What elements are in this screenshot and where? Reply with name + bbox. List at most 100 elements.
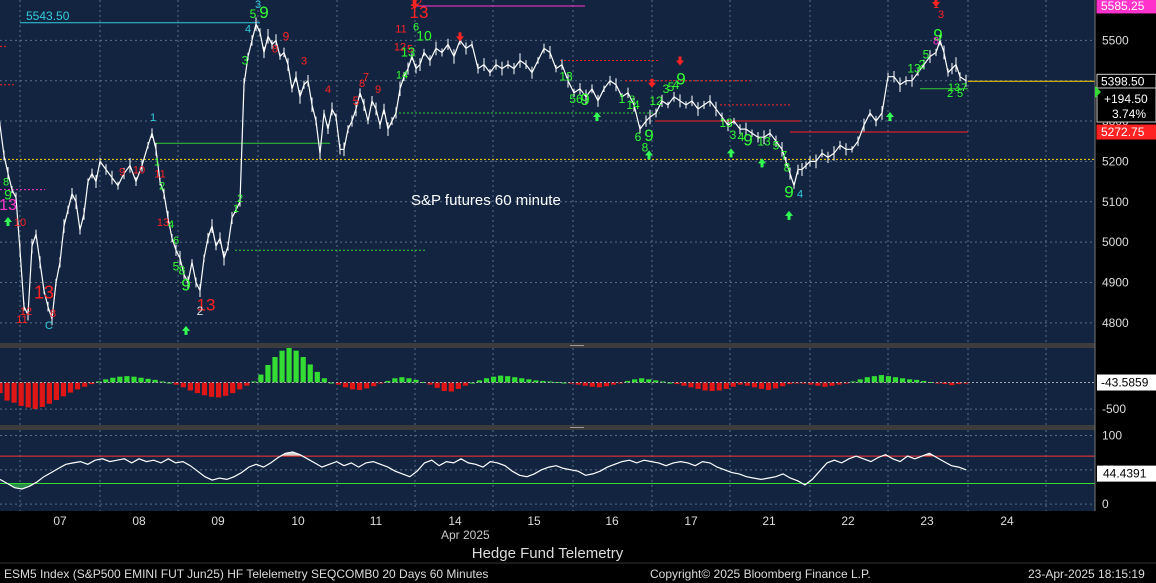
hist-bar (39, 382, 45, 407)
setup-count: 9 (119, 167, 125, 179)
hist-bar (448, 382, 454, 392)
setup-count: 13 (719, 116, 733, 130)
hist-bar (300, 357, 306, 383)
price-tag-box (1096, 0, 1156, 14)
setup-count: 3 (730, 128, 737, 142)
hist-bar (878, 375, 884, 383)
x-tick-label: 23 (920, 514, 934, 528)
footer-title: Hedge Fund Telemetry (471, 545, 624, 562)
hist-bar (371, 382, 377, 387)
hist-bar (914, 379, 920, 383)
panel-separator (0, 343, 1095, 348)
hist-bar (758, 382, 765, 389)
hist-bar (18, 382, 24, 406)
setup-count: 3 (255, 0, 261, 11)
hist-bar (462, 382, 468, 386)
y-tick-label: 5500 (1102, 33, 1129, 47)
setup-count: 10 (416, 27, 432, 43)
x-tick-label: 10 (291, 514, 305, 528)
hist-bar (603, 382, 609, 387)
setup-count: 4 (168, 219, 174, 231)
hist-bar (307, 364, 313, 383)
x-tick-label: 07 (53, 514, 67, 528)
hist-bar (455, 382, 461, 389)
setup-count: 10 (133, 165, 145, 177)
setup-count: 3 (663, 82, 670, 96)
hist-bar (293, 350, 299, 383)
hist-bar (96, 381, 102, 383)
signal-arrow-up (886, 112, 894, 122)
setup-count: 5 (173, 259, 180, 273)
setup-count: 8 (50, 308, 56, 320)
setup-count: 6 (413, 21, 419, 33)
setup-count: 13 (907, 62, 921, 76)
setup-count: 4 (738, 130, 745, 144)
hist-bar (406, 378, 412, 383)
setup-count: 7 (961, 82, 967, 94)
setup-count: 4 (797, 189, 803, 201)
setup-count: 7 (781, 148, 788, 162)
setup-count: 4 (673, 78, 680, 92)
setup-count: 8 (642, 140, 649, 154)
setup-count: 9 (283, 29, 290, 43)
hist-bar (871, 376, 877, 383)
hist-bar (660, 381, 666, 383)
signal-arrow-up (645, 150, 653, 160)
hist-bar (25, 382, 31, 408)
setup-count: 8 (3, 177, 9, 189)
setup-count: 8 (272, 43, 278, 55)
hist-bar (801, 382, 807, 384)
x-tick-label: 17 (684, 514, 698, 528)
y-tick-label: 5200 (1102, 154, 1129, 168)
signal-arrow-down (411, 0, 419, 10)
hist-bar (110, 377, 116, 383)
x-month-label: Apr 2025 (441, 528, 490, 542)
hist-bar (237, 382, 243, 390)
y-tick-label: 4900 (1102, 275, 1129, 289)
setup-count: 10 (14, 217, 26, 229)
price-series (0, 17, 967, 326)
setup-count: 8 (933, 35, 939, 47)
hist-bar (272, 357, 278, 383)
hist-bar (582, 382, 588, 386)
y-tick-label: 4800 (1102, 316, 1129, 330)
setup-count: 12 (20, 306, 32, 318)
hist-bar (32, 382, 38, 410)
hist-bar (194, 382, 201, 394)
chart-title: S&P futures 60 minute (411, 192, 561, 209)
setup-count: 5 (353, 94, 360, 108)
hist-bar (639, 378, 645, 383)
level-label: 5543.50 (26, 9, 70, 23)
setup-count: 2 (197, 304, 204, 318)
hist-bar (512, 377, 518, 383)
hist-value-box (1097, 374, 1156, 391)
chart-grid (0, 0, 1095, 511)
hist-value-label: -43.5859 (1101, 376, 1149, 390)
hist-bar (568, 382, 574, 384)
setup-count: 11 (395, 23, 406, 35)
hist-bar (744, 382, 751, 386)
change-percent: 3.74% (1112, 107, 1146, 121)
price-tag-label: 5398.50 (1101, 74, 1145, 88)
hist-bar (476, 380, 483, 383)
hist-bar (829, 382, 835, 386)
hist-bar (53, 382, 60, 401)
setup-count: 1 (154, 156, 160, 168)
hist-bar (342, 382, 349, 388)
hist-bar (131, 376, 137, 383)
hist-bar (864, 377, 870, 383)
hist-bar (906, 379, 913, 383)
setup-count: 13 (757, 134, 771, 148)
hist-bar (89, 382, 95, 385)
setup-count: 3 (938, 9, 944, 21)
hist-bar (674, 382, 680, 385)
setup-count: 9 (784, 183, 793, 202)
hist-bar (385, 380, 391, 383)
footer-instrument: ESM5 Index (S&P500 EMINI FUT Jun25) HF T… (4, 567, 489, 581)
y-tick-label: 5100 (1102, 195, 1129, 209)
setup-count: 9 (933, 25, 942, 44)
hist-bar (152, 379, 158, 383)
hist-bar (314, 371, 320, 383)
hist-bar (885, 376, 892, 383)
